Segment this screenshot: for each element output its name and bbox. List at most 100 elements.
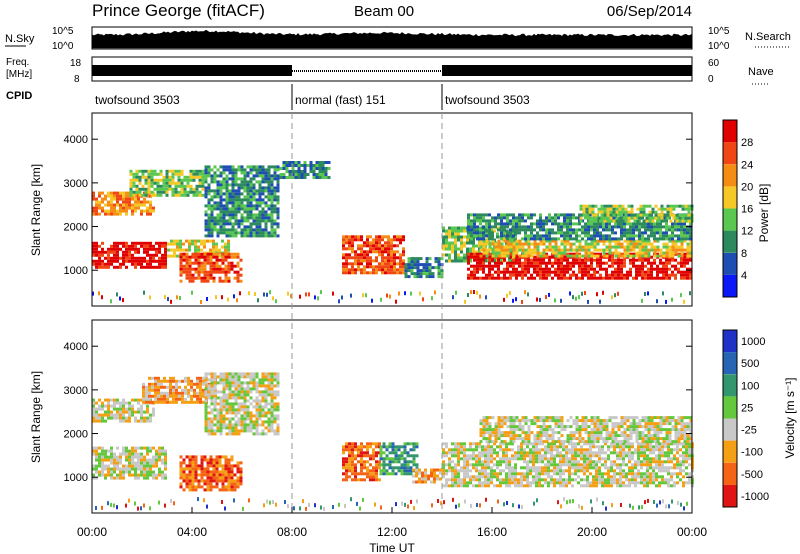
- velocity-cell: [122, 413, 125, 417]
- power-cell: [224, 248, 227, 252]
- power-cell: [141, 187, 145, 191]
- power-cell: [200, 264, 204, 268]
- velocity-cell: [375, 454, 378, 458]
- velocity-cell: [207, 417, 211, 421]
- power-cell: [473, 216, 476, 220]
- power-cell: [237, 177, 241, 181]
- power-cell: [527, 216, 530, 220]
- power-cell: [258, 216, 262, 220]
- velocity-cell: [137, 398, 140, 402]
- power-cell: [264, 234, 268, 238]
- power-cell: [390, 253, 393, 257]
- power-cell: [431, 275, 435, 279]
- power-cell: [201, 169, 205, 173]
- velocity-cell: [119, 467, 122, 471]
- power-cell: [393, 262, 396, 266]
- power-cell: [680, 254, 684, 258]
- power-cell: [146, 253, 149, 257]
- velocity-cell: [357, 472, 360, 476]
- velocity-cell: [372, 457, 375, 461]
- velocity-cell: [225, 408, 229, 412]
- power-cell: [494, 276, 497, 280]
- power-cell: [261, 231, 265, 235]
- power-cell: [466, 250, 469, 254]
- power-cell: [614, 267, 617, 271]
- power-cell: [357, 244, 360, 248]
- velocity-cell: [234, 423, 238, 427]
- power-cell: [644, 292, 646, 296]
- velocity-cell: [276, 402, 280, 406]
- velocity-cell: [119, 473, 122, 477]
- velocity-cell: [243, 417, 247, 421]
- velocity-cell: [164, 455, 167, 459]
- power-cell: [162, 187, 166, 191]
- power-cell: [626, 228, 629, 232]
- power-cell: [593, 273, 596, 277]
- power-cell: [457, 253, 460, 257]
- velocity-cell: [421, 477, 424, 481]
- power-cell: [164, 241, 167, 245]
- power-cell: [642, 210, 646, 214]
- power-cell: [584, 225, 587, 229]
- velocity-cell: [348, 475, 351, 479]
- power-cell: [176, 254, 179, 258]
- power-cell: [365, 293, 367, 298]
- power-cell: [228, 207, 232, 211]
- power-cell: [98, 291, 100, 296]
- power-cell: [503, 251, 507, 255]
- power-cell: [387, 247, 390, 251]
- power-cell: [204, 165, 208, 169]
- power-cell: [140, 262, 143, 266]
- power-cell: [518, 219, 521, 223]
- velocity-cell: [216, 396, 220, 400]
- power-cell: [434, 290, 436, 295]
- power-cell: [92, 191, 95, 195]
- power-cell: [171, 193, 175, 197]
- velocity-cell: [148, 382, 151, 386]
- velocity-cell: [267, 387, 271, 391]
- velocity-cell: [188, 458, 192, 462]
- velocity-cell: [382, 451, 386, 455]
- velocity-cell: [234, 390, 238, 394]
- velocity-cell: [207, 384, 211, 388]
- power-cell: [101, 206, 104, 210]
- power-cell: [240, 180, 244, 184]
- power-cell: [261, 189, 265, 193]
- velocity-cell: [379, 472, 383, 476]
- velocity-cell: [267, 375, 271, 379]
- velocity-cell: [204, 399, 208, 403]
- power-cell: [132, 175, 136, 179]
- power-cell: [360, 271, 363, 275]
- power-cell: [506, 216, 509, 220]
- power-cell: [563, 248, 567, 252]
- power-cell: [410, 272, 414, 276]
- power-cell: [104, 250, 107, 254]
- velocity-cell: [264, 375, 268, 379]
- power-cell: [466, 238, 469, 242]
- power-cell: [629, 239, 633, 243]
- velocity-cell: [206, 488, 210, 492]
- power-cell: [155, 250, 158, 254]
- power-cell: [623, 273, 626, 277]
- power-cell: [116, 265, 119, 269]
- velocity-cell: [342, 451, 345, 455]
- power-cell: [404, 275, 408, 279]
- power-cell: [101, 247, 104, 251]
- power-cell: [545, 276, 548, 280]
- power-cell: [216, 231, 220, 235]
- power-cell: [146, 244, 149, 248]
- power-cell: [354, 238, 357, 242]
- power-cell: [143, 197, 146, 201]
- power-cell: [360, 244, 363, 248]
- power-cell: [258, 192, 262, 196]
- power-cell: [681, 207, 685, 211]
- velocity-cell: [445, 472, 448, 476]
- velocity-cell: [236, 482, 240, 486]
- velocity-cell: [175, 394, 178, 398]
- velocity-cell: [203, 455, 207, 459]
- velocity-cell: [92, 446, 95, 450]
- power-cell: [448, 247, 451, 251]
- power-cell: [683, 255, 686, 259]
- power-cell: [369, 247, 372, 251]
- power-cell: [599, 276, 602, 280]
